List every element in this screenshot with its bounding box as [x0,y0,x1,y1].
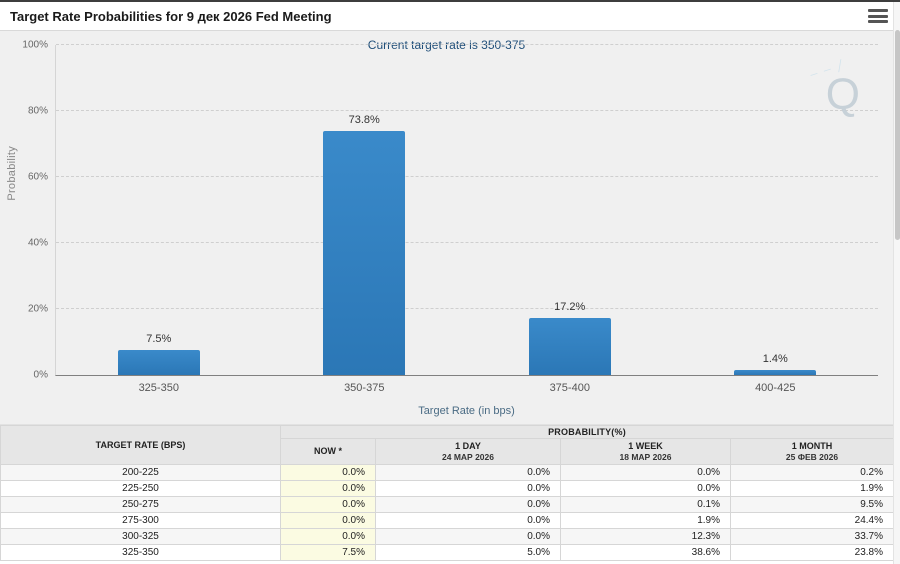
col-label: 1 MONTH [791,440,833,451]
gridline-20 [56,308,878,309]
col-label: 1 WEEK [628,440,663,451]
y-tick: 40% [27,237,48,249]
table-row: 300-325 0.0% 0.0% 12.3% 33.7% [0,528,894,545]
table-row: 325-350 7.5% 5.0% 38.6% 23.8% [0,544,894,561]
bar-slot: 17.2% 375-400 [467,45,673,394]
bar-375-400[interactable]: 17.2% [528,301,611,375]
scrollbar-thumb[interactable] [895,30,900,240]
y-tick: 100% [22,39,48,51]
rate-cell: 275-300 [0,512,281,529]
now-value-cell: 0.0% [280,480,376,497]
quikstrike-watermark-icon: ─ ─ ╱ Q [808,59,860,119]
rate-cell: 225-250 [0,480,281,497]
x-category-label: 375-400 [549,382,590,394]
table-row: 250-275 0.0% 0.0% 0.1% 9.5% [0,496,894,513]
x-category-label: 325-350 [138,382,179,394]
app-header: Target Rate Probabilities for 9 дек 2026… [0,2,900,31]
col-label: NOW * [314,445,342,456]
y-tick: 20% [27,303,48,315]
x-category-label: 400-425 [755,382,796,394]
table-row: 200-225 0.0% 0.0% 0.0% 0.2% [0,464,894,481]
day-value-cell: 0.0% [375,480,561,497]
chart-subtitle: Current target rate is 350-375 [367,38,526,52]
bar-slot: 1.4% 400-425 [673,45,879,394]
table-header-1day[interactable]: 1 DAY 24 МАР 2026 [375,438,561,465]
now-value-cell: 0.0% [280,512,376,529]
month-value-cell: 9.5% [730,496,894,513]
day-value-cell: 0.0% [375,512,561,529]
probability-chart: Current target rate is 350-375 Probabili… [0,31,893,425]
table-row: 225-250 0.0% 0.0% 0.0% 1.9% [0,480,894,497]
day-value-cell: 5.0% [375,544,561,561]
y-axis-label: Probability [6,145,18,201]
y-tick: 0% [33,369,48,381]
month-value-cell: 33.7% [730,528,894,545]
table-header-1month[interactable]: 1 MONTH 25 ФЕВ 2026 [730,438,894,465]
week-value-cell: 0.0% [560,464,731,481]
gridline-40 [56,242,878,243]
rate-cell: 300-325 [0,528,281,545]
gridline-100 [56,44,878,45]
bar-slot: 7.5% 325-350 [56,45,262,394]
day-value-cell: 0.0% [375,528,561,545]
month-value-cell: 1.9% [730,480,894,497]
now-value-cell: 0.0% [280,464,376,481]
day-value-cell: 0.0% [375,464,561,481]
day-value-cell: 0.0% [375,496,561,513]
bar-slot: 73.8% 350-375 [262,45,468,394]
y-tick: 60% [27,171,48,183]
now-value-cell: 7.5% [280,544,376,561]
window-top-edge [0,0,900,2]
rate-cell: 200-225 [0,464,281,481]
y-tick: 80% [27,105,48,117]
col-date: 25 ФЕВ 2026 [785,451,839,462]
page-title: Target Rate Probabilities for 9 дек 2026… [10,8,332,24]
x-axis-label: Target Rate (in bps) [418,405,515,417]
bar-325-350[interactable]: 7.5% [117,333,200,375]
table-header-now[interactable]: NOW * [280,438,376,465]
month-value-cell: 23.8% [730,544,894,561]
plot-area: 100% 80% 60% 40% 20% 0% ─ ─ ╱ Q 7.5% 325… [22,40,879,394]
table-row: 275-300 0.0% 0.0% 1.9% 24.4% [0,512,894,529]
bar-value-label: 7.5% [146,333,172,346]
week-value-cell: 1.9% [560,512,731,529]
col-date: 18 МАР 2026 [619,451,672,462]
x-category-label: 350-375 [344,382,385,394]
table-header-1week[interactable]: 1 WEEK 18 МАР 2026 [560,438,731,465]
week-value-cell: 0.1% [560,496,731,513]
probability-table: TARGET RATE (BPS) PROBABILITY(%) NOW * 1… [0,425,894,561]
hamburger-menu-icon[interactable] [868,9,888,23]
rate-cell: 325-350 [0,544,281,561]
rate-cell: 250-275 [0,496,281,513]
vertical-scrollbar[interactable] [893,2,900,564]
week-value-cell: 0.0% [560,480,731,497]
month-value-cell: 0.2% [730,464,894,481]
bar-400-425[interactable]: 1.4% [734,353,817,375]
week-value-cell: 12.3% [560,528,731,545]
now-value-cell: 0.0% [280,528,376,545]
col-date: 24 МАР 2026 [442,451,494,462]
table-header-target-rate: TARGET RATE (BPS) [0,425,281,465]
col-label: 1 DAY [455,440,481,451]
bar-value-label: 1.4% [762,353,788,366]
table-header-probability: PROBABILITY(%) [280,425,894,439]
now-value-cell: 0.0% [280,496,376,513]
month-value-cell: 24.4% [730,512,894,529]
gridline-60 [56,176,878,177]
bar-value-label: 17.2% [554,301,586,314]
week-value-cell: 38.6% [560,544,731,561]
gridline-80 [56,110,878,111]
bar-value-label: 73.8% [348,114,380,127]
bar-350-375[interactable]: 73.8% [323,114,406,375]
